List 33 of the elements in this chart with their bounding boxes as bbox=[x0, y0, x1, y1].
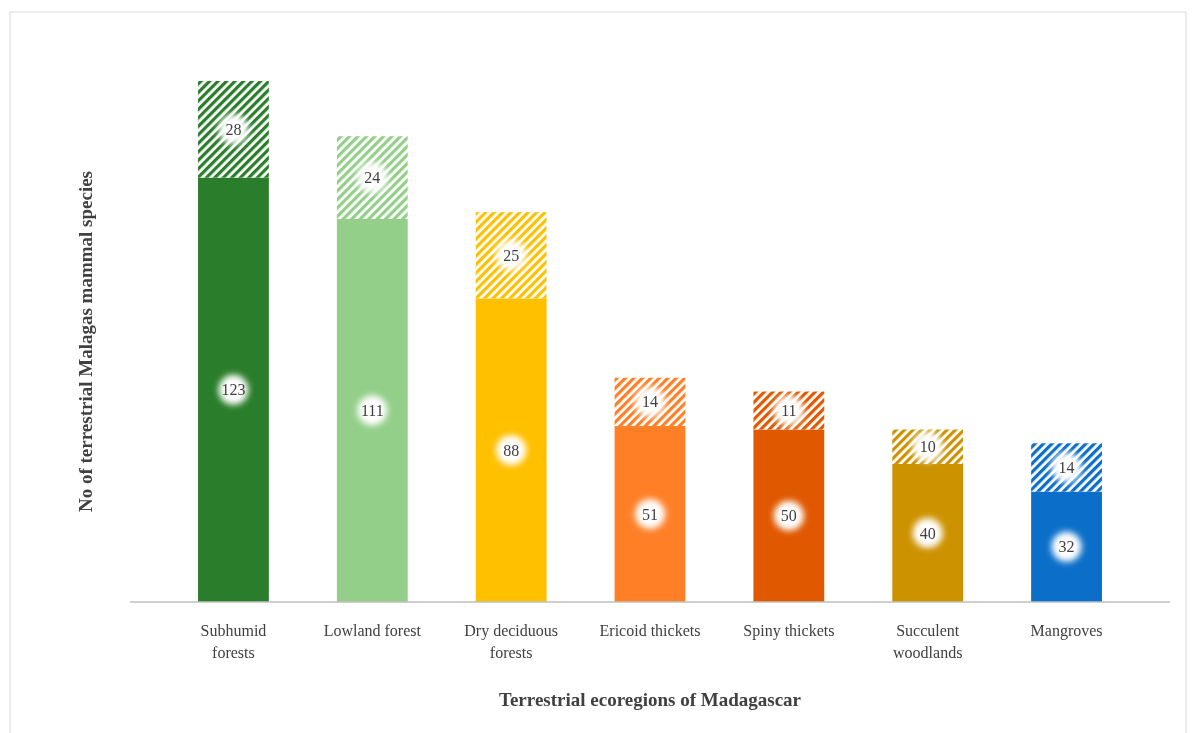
data-label: 88 bbox=[503, 441, 520, 459]
bar bbox=[336, 136, 408, 220]
bar bbox=[753, 429, 825, 602]
x-tick-label: Subhumid forests bbox=[200, 622, 267, 661]
x-tick-label: Ericoid thickets bbox=[599, 622, 701, 639]
x-tick-label: Mangroves bbox=[1030, 622, 1103, 640]
data-label: 24 bbox=[364, 169, 381, 187]
bar bbox=[336, 219, 408, 602]
data-label: 11 bbox=[781, 402, 797, 420]
x-tick-label: Lowland forest bbox=[323, 622, 422, 639]
data-label: 50 bbox=[780, 507, 797, 525]
bar bbox=[475, 212, 547, 299]
bar bbox=[892, 463, 964, 602]
data-label: 25 bbox=[503, 246, 520, 264]
bar bbox=[198, 177, 269, 602]
data-label: 10 bbox=[919, 438, 936, 456]
x-tick-label: Spiny thickets bbox=[743, 622, 835, 640]
data-label: 14 bbox=[642, 393, 658, 411]
data-label: 40 bbox=[919, 524, 936, 542]
bar bbox=[1031, 491, 1102, 602]
x-tick-label: Succulent woodlands bbox=[893, 622, 963, 661]
y-axis-title: No of terrestrial Malagas mammal species bbox=[75, 170, 96, 513]
x-tick-label: Dry deciduous forests bbox=[464, 622, 559, 661]
data-label: 111 bbox=[360, 402, 384, 420]
bar bbox=[614, 426, 686, 602]
data-label: 123 bbox=[221, 381, 246, 399]
data-label: 14 bbox=[1058, 459, 1075, 477]
x-axis-title: Terrestrial ecoregions of Madagascar bbox=[499, 689, 802, 710]
data-label: 28 bbox=[225, 120, 242, 138]
bar bbox=[475, 298, 547, 602]
data-label: 51 bbox=[642, 505, 658, 523]
data-label: 32 bbox=[1058, 538, 1075, 556]
bar bbox=[198, 81, 269, 178]
